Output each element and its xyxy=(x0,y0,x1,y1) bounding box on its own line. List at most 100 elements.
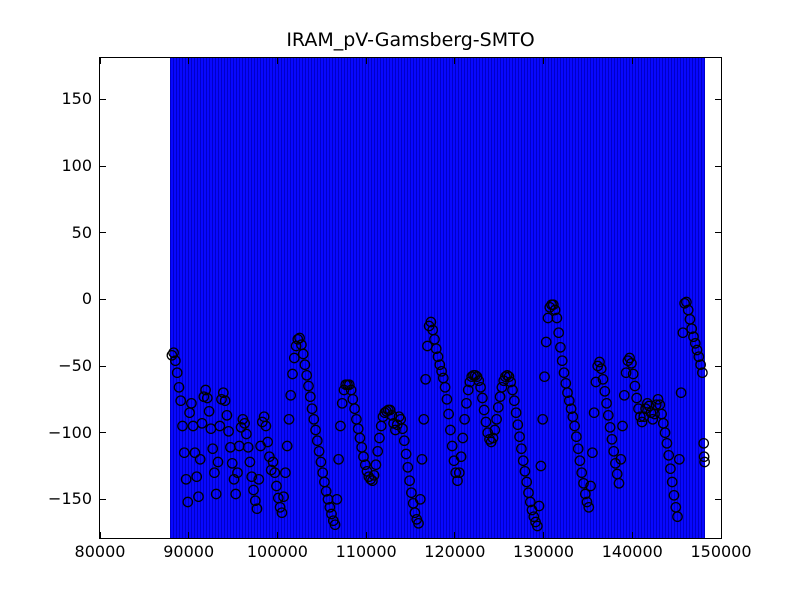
scatter-point xyxy=(549,304,561,316)
scatter-point xyxy=(280,467,291,479)
scatter-point xyxy=(528,511,540,523)
axis-tick xyxy=(100,432,106,434)
scatter-point xyxy=(304,391,316,403)
scatter-point xyxy=(292,333,304,345)
scatter-point xyxy=(260,420,272,432)
scatter-point xyxy=(324,501,336,513)
scatter-point xyxy=(524,496,536,508)
x-tick-label: 80000 xyxy=(74,542,126,561)
scatter-point xyxy=(542,312,554,324)
scatter-point xyxy=(643,400,655,412)
scatter-point xyxy=(537,413,549,425)
scatter-point xyxy=(200,384,211,396)
scatter-point xyxy=(560,377,572,389)
scatter-point xyxy=(491,413,502,425)
scatter-point xyxy=(299,359,311,371)
y-tick-label: 150 xyxy=(61,89,92,109)
scatter-point xyxy=(588,407,600,419)
scatter-point xyxy=(416,453,428,465)
scatter-point xyxy=(601,397,612,409)
scatter-point xyxy=(450,467,462,479)
scatter-point xyxy=(633,403,644,415)
scatter-point xyxy=(539,371,550,383)
scatter-point xyxy=(521,476,533,488)
scatter-point xyxy=(565,403,577,415)
scatter-point xyxy=(168,347,179,359)
scatter-point xyxy=(571,431,582,443)
axis-tick xyxy=(720,58,722,64)
axis-tick xyxy=(188,58,190,64)
scatter-point xyxy=(320,485,332,497)
scatter-point xyxy=(698,451,710,463)
scatter-point xyxy=(191,471,203,483)
scatter-point xyxy=(599,385,611,397)
y-tick-label: 100 xyxy=(61,156,92,175)
axis-tick xyxy=(100,98,106,100)
scatter-point xyxy=(462,384,474,396)
scatter-point xyxy=(228,473,240,485)
axis-tick xyxy=(100,365,106,367)
scatter-point xyxy=(182,496,194,508)
scatter-point xyxy=(370,459,382,471)
scatter-point xyxy=(578,477,589,489)
scatter-point xyxy=(258,411,270,423)
scatter-point xyxy=(303,380,314,392)
scatter-point xyxy=(668,489,680,501)
scatter-point xyxy=(221,409,233,421)
x-tick-label: 120000 xyxy=(424,542,486,561)
scatter-point xyxy=(402,461,414,473)
scatter-point xyxy=(551,312,563,324)
scatter-point xyxy=(590,376,602,388)
scatter-point xyxy=(622,355,634,367)
scatter-point xyxy=(594,356,605,368)
scatter-point xyxy=(375,420,387,432)
axis-tick xyxy=(454,532,456,538)
scatter-point xyxy=(171,367,183,379)
scatter-point xyxy=(587,447,598,459)
scatter-point xyxy=(563,395,575,407)
scatter-point xyxy=(629,380,641,392)
scatter-point xyxy=(469,369,481,381)
scatter-point xyxy=(317,467,329,479)
scatter-point xyxy=(187,420,199,432)
scatter-point xyxy=(390,424,401,436)
scatter-point xyxy=(301,369,313,381)
x-tick-label: 140000 xyxy=(601,542,663,561)
scatter-point xyxy=(698,437,710,449)
scatter-point xyxy=(372,445,384,457)
scatter-point xyxy=(239,417,250,429)
scatter-point xyxy=(406,487,417,499)
axis-tick xyxy=(715,365,721,367)
scatter-point xyxy=(452,475,463,487)
scatter-point xyxy=(354,432,366,444)
scatter-point xyxy=(516,443,527,455)
scatter-point xyxy=(443,408,454,420)
scatter-point xyxy=(297,348,309,360)
scatter-point xyxy=(251,503,263,515)
scatter-point xyxy=(244,456,256,468)
scatter-points-layer xyxy=(166,296,710,532)
scatter-point xyxy=(351,413,362,425)
scatter-point xyxy=(489,424,501,436)
chart-title: IRAM_pV-Gamsberg-SMTO xyxy=(286,29,535,51)
axis-tick xyxy=(715,432,721,434)
scatter-point xyxy=(688,331,699,343)
scatter-point xyxy=(420,373,431,385)
scatter-point xyxy=(319,476,330,488)
scatter-point xyxy=(695,359,706,371)
scatter-point xyxy=(178,447,190,459)
scatter-point xyxy=(562,387,573,399)
scatter-point xyxy=(445,424,456,436)
axis-tick xyxy=(365,58,367,64)
scatter-point xyxy=(581,496,593,508)
scatter-point xyxy=(627,368,639,380)
scatter-point xyxy=(533,500,545,512)
scatter-point xyxy=(618,389,630,401)
y-tick-label: 0 xyxy=(81,289,92,309)
scatter-point xyxy=(585,480,596,492)
y-tick-label: −50 xyxy=(58,356,92,375)
scatter-point xyxy=(430,343,442,355)
scatter-point xyxy=(429,333,440,345)
scatter-point xyxy=(689,337,701,349)
scatter-point xyxy=(608,445,620,457)
